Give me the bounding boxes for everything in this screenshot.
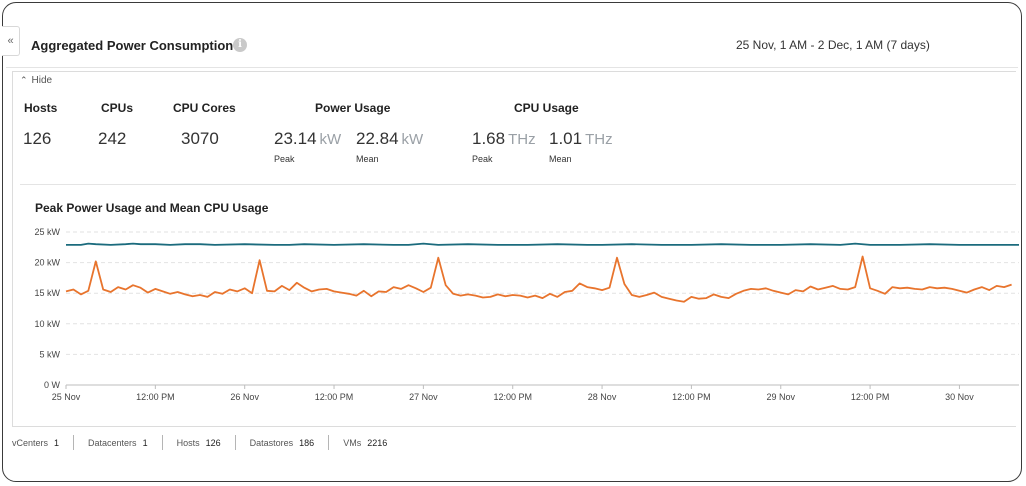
x-tick-label: 27 Nov: [409, 392, 438, 402]
x-tick-label: 26 Nov: [230, 392, 259, 402]
series-line-2: [65, 255, 1012, 303]
date-range[interactable]: 25 Nov, 1 AM - 2 Dec, 1 AM (7 days): [736, 38, 930, 52]
x-tick-label: 30 Nov: [945, 392, 974, 402]
footer-separator: [161, 435, 163, 450]
footer-item-label: Datastores: [249, 437, 294, 448]
hosts-value: 126: [23, 129, 52, 148]
power-usage-label: Power Usage: [315, 101, 391, 115]
footer-item: Hosts 126: [177, 438, 221, 448]
x-tick-label: 12:00 PM: [493, 392, 532, 402]
cpu-mean-label: Mean: [549, 154, 572, 164]
hosts-label: Hosts: [24, 101, 58, 115]
cpu-peak-value: 1.68 THz: [472, 129, 536, 149]
y-tick-label: 15 kW: [34, 288, 60, 298]
power-cpu-chart[interactable]: 25 kW 20 kW 15 kW 10 kW 5 kW 0 W 25 Nov 12:00 P…: [14, 222, 1019, 407]
x-tick-label: 12:00 PM: [315, 392, 354, 402]
power-peak-number: 23.14: [274, 129, 317, 148]
footer-item-label: VMs: [343, 437, 362, 448]
footer-item-value: 2216: [367, 437, 388, 448]
y-tick-label: 5 kW: [39, 349, 60, 359]
x-tick-label: 28 Nov: [588, 392, 617, 402]
power-peak-unit: kW: [319, 131, 342, 148]
cpus-value: 242: [98, 129, 127, 148]
power-mean-label: Mean: [356, 154, 379, 164]
footer-item: vCenters 1: [12, 438, 59, 448]
y-tick-label: 20 kW: [34, 258, 60, 268]
cpu-peak-unit: THz: [508, 131, 536, 148]
power-peak-label: Peak: [274, 154, 295, 164]
x-tick-label: 12:00 PM: [136, 392, 175, 402]
y-tick-label: 0 W: [44, 380, 61, 390]
footer-item-label: vCenters: [12, 437, 49, 448]
power-mean-number: 22.84: [356, 129, 399, 148]
hide-label: Hide: [31, 75, 53, 86]
cpu-peak-number: 1.68: [472, 129, 506, 148]
chart-title: Peak Power Usage and Mean CPU Usage: [35, 201, 269, 215]
panel-title: Aggregated Power Consumption: [31, 38, 234, 53]
x-tick-label: 12:00 PM: [851, 392, 890, 402]
cpus-label: CPUs: [101, 101, 134, 115]
cpu-cores-value: 3070: [181, 129, 219, 148]
y-tick-label: 10 kW: [34, 319, 60, 329]
footer-item: Datastores 186: [250, 438, 315, 448]
footer-item-label: Hosts: [176, 437, 200, 448]
footer-item-value: 126: [205, 437, 221, 448]
footer-item-label: Datacenters: [88, 437, 137, 448]
x-tick-label: 25 Nov: [52, 392, 81, 402]
chevron-up-icon: ⌃: [20, 75, 28, 85]
footer-separator: [73, 435, 75, 450]
series-line-1: [66, 242, 1019, 246]
footer-summary: vCenters 1 Datacenters 1 Hosts 126 Datastores 1…: [12, 435, 387, 450]
cpu-mean-number: 1.01: [549, 129, 583, 148]
cpu-mean-value: 1.01 THz: [549, 129, 613, 149]
stats-card: [12, 71, 1016, 427]
footer-separator: [328, 435, 330, 450]
power-peak-value: 23.14 kW: [274, 129, 341, 149]
x-tick-label: 29 Nov: [766, 392, 795, 402]
power-mean-value: 22.84 kW: [356, 129, 423, 149]
footer-item-value: 1: [54, 437, 60, 448]
hide-toggle[interactable]: ⌃ Hide: [20, 75, 52, 86]
header-divider: [6, 67, 1018, 68]
info-icon[interactable]: i: [233, 38, 247, 52]
cpu-peak-label: Peak: [472, 154, 493, 164]
footer-item-value: 1: [142, 437, 148, 448]
cpu-mean-unit: THz: [585, 131, 613, 148]
power-mean-unit: kW: [401, 131, 424, 148]
x-tick-label: 12:00 PM: [672, 392, 711, 402]
footer-item: Datacenters 1: [88, 438, 148, 448]
footer-item-value: 186: [299, 437, 315, 448]
footer-item: VMs 2216: [343, 438, 387, 448]
footer-separator: [234, 435, 236, 450]
cpu-cores-label: CPU Cores: [173, 101, 236, 115]
cpu-usage-label: CPU Usage: [514, 101, 579, 115]
stats-divider: [20, 184, 1016, 185]
collapse-sidebar-button[interactable]: «: [2, 26, 20, 56]
y-tick-label: 25 kW: [34, 227, 60, 237]
